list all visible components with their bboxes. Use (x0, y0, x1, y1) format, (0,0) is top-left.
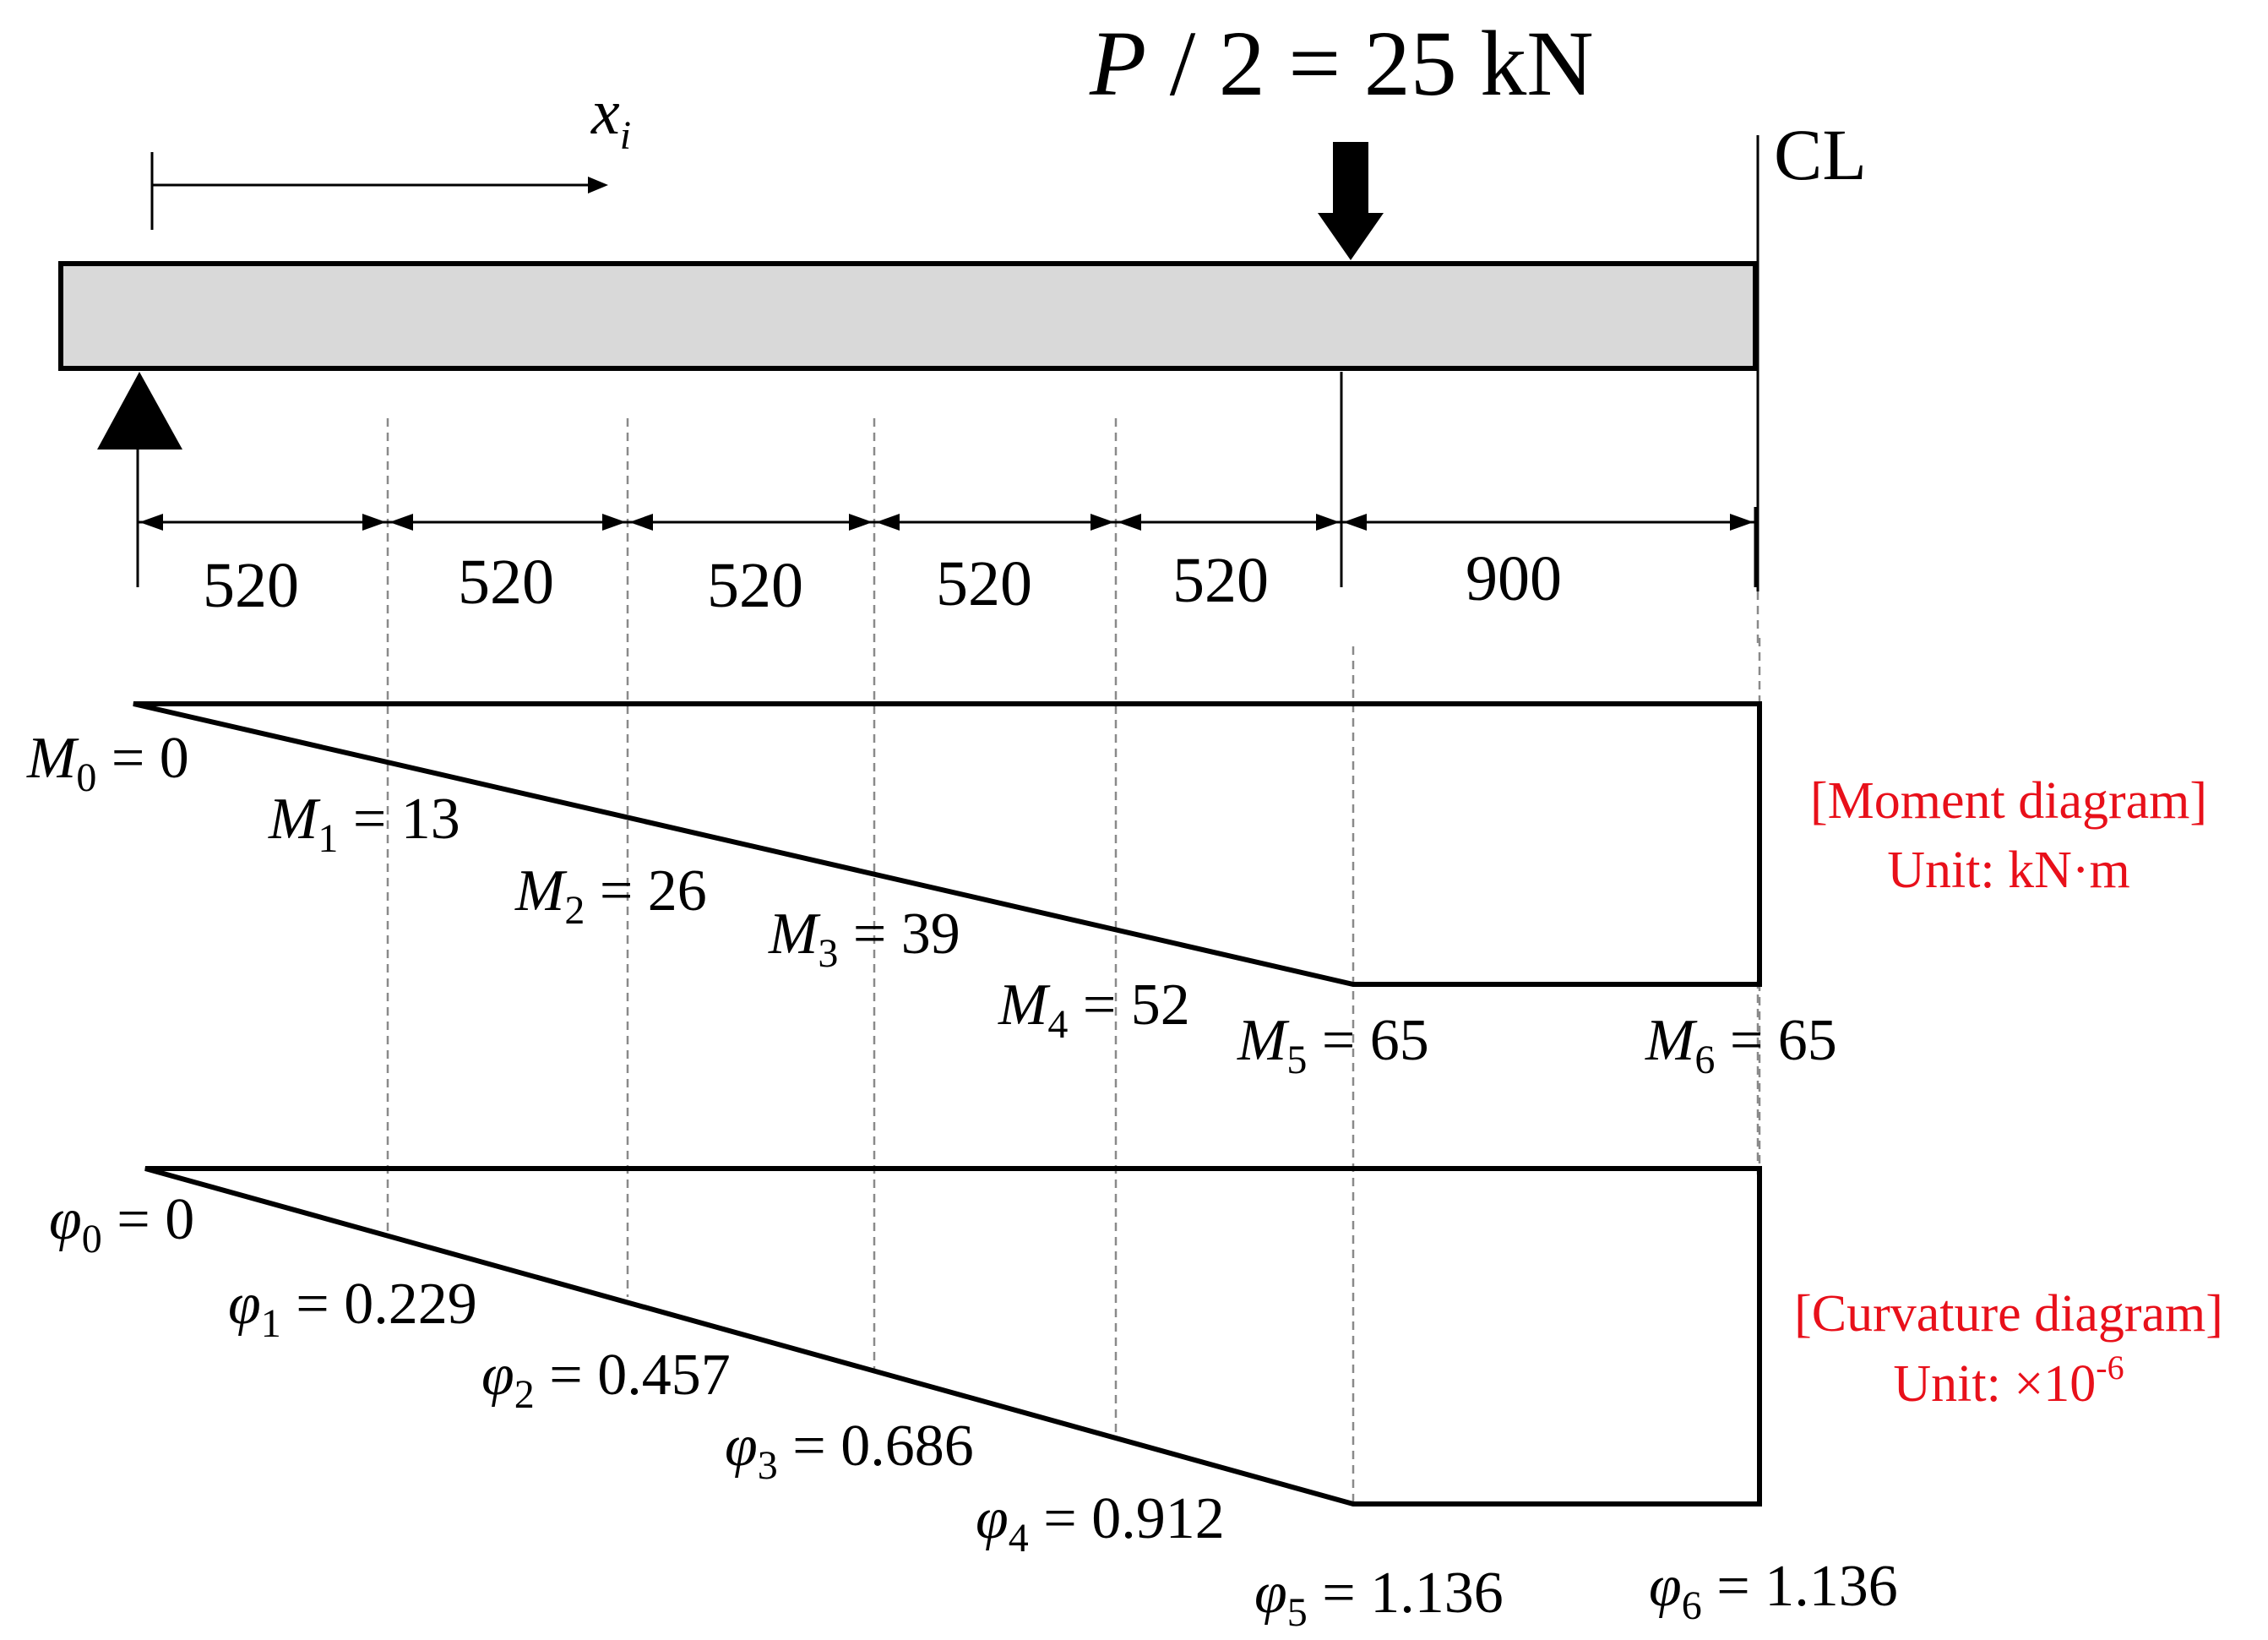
moment-diagram: [Moment diagram] Unit: kN·m M0 = 0 M1 = … (26, 701, 2207, 1082)
span-label: 520 (1172, 545, 1269, 616)
span-label: 520 (203, 550, 299, 621)
moment-label: M6 = 65 (1645, 1008, 1837, 1082)
dimension-arrow-icon (602, 514, 626, 531)
curvature-diagram-title: [Curvature diagram] (1794, 1285, 2223, 1343)
dimension-arrow-icon (1118, 514, 1141, 531)
x-axis-label: xi (590, 77, 631, 158)
moment-label: M5 = 65 (1237, 1008, 1429, 1082)
span-label: 900 (1466, 543, 1562, 614)
curvature-label: φ3 = 0.686 (725, 1414, 974, 1488)
support-triangle-icon (97, 372, 182, 450)
curvature-diagram: [Curvature diagram] Unit: ×10-6 φ0 = 0 φ… (49, 1166, 2223, 1635)
moment-diagram-outline (133, 701, 1762, 987)
curvature-label: φ0 = 0 (49, 1187, 194, 1261)
load-label: P / 2 = 25 kN (1089, 12, 1594, 115)
dimension-arrow-icon (139, 514, 163, 531)
dimension-arrow-icon (1090, 514, 1114, 531)
x-axis-indicator: xi (150, 77, 631, 230)
x-axis-subscript: i (620, 113, 631, 158)
curvature-label: φ5 = 1.136 (1254, 1561, 1504, 1635)
load-symbol: P (1089, 12, 1146, 115)
moment-diagram-unit: Unit: kN·m (1887, 842, 2130, 899)
dimension-arrow-icon (876, 514, 900, 531)
dimension-arrows (139, 514, 1754, 531)
curvature-label: φ4 = 0.912 (976, 1486, 1225, 1561)
beam (58, 261, 1758, 371)
span-label: 520 (458, 547, 554, 618)
span-labels: 520 520 520 520 520 900 (203, 543, 1562, 621)
curvature-label: φ6 = 1.136 (1649, 1554, 1898, 1628)
curvature-diagram-outline (144, 1166, 1762, 1507)
centerline-label: CL (1774, 114, 1867, 195)
dimension-arrow-icon (389, 514, 413, 531)
x-axis-symbol: x (590, 77, 620, 148)
dimension-arrow-icon (362, 514, 386, 531)
dimension-arrow-icon (1730, 514, 1754, 531)
moment-label: M4 = 52 (998, 973, 1190, 1047)
point-load: P / 2 = 25 kN (1089, 12, 1594, 260)
dimension-arrow-icon (629, 514, 653, 531)
moment-diagram-title: [Moment diagram] (1810, 772, 2207, 830)
pin-support (97, 372, 182, 587)
moment-label: M3 = 39 (768, 902, 960, 976)
x-axis-arrow-icon (588, 177, 608, 193)
dimension-arrow-icon (1316, 514, 1340, 531)
dimension-arrow-icon (1343, 514, 1367, 531)
curvature-label: φ2 = 0.457 (481, 1343, 731, 1417)
dimension-arrow-icon (849, 514, 873, 531)
curvature-label: φ1 = 0.229 (228, 1272, 477, 1346)
moment-label: M2 = 26 (514, 858, 707, 933)
curvature-diagram-unit: Unit: ×10-6 (1893, 1349, 2124, 1413)
moment-label: M1 = 13 (268, 787, 460, 861)
span-label: 520 (707, 550, 803, 621)
span-label: 520 (936, 548, 1032, 619)
load-arrow-icon (1318, 142, 1384, 260)
moment-label: M0 = 0 (26, 726, 189, 800)
load-value: / 2 = 25 kN (1146, 12, 1594, 115)
